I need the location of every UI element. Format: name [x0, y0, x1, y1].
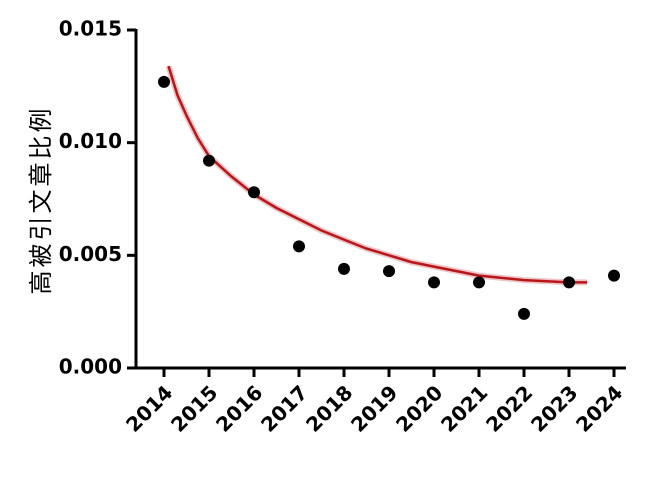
point [383, 265, 395, 278]
x-tick-label: 2022 [481, 380, 537, 436]
point [158, 75, 170, 88]
x-tick-label: 2021 [436, 380, 492, 436]
point [428, 276, 440, 289]
x-tick-label: 2014 [121, 380, 177, 436]
y-tick-label: 0.000 [59, 355, 122, 379]
point [293, 240, 305, 253]
x-tick-label: 2020 [391, 380, 447, 436]
x-tick-label: 2023 [526, 380, 582, 436]
point [608, 269, 620, 282]
x-tick-label: 2018 [301, 380, 357, 436]
x-tick-label: 2024 [571, 380, 627, 436]
x-tick-label: 2017 [256, 380, 312, 436]
y-tick-label: 0.005 [59, 242, 122, 266]
fit-halo [165, 65, 587, 286]
x-tick-label: 2019 [346, 380, 402, 436]
point [473, 276, 485, 289]
y-tick-label: 0.010 [59, 129, 122, 153]
point [563, 276, 575, 289]
fit-curve [167, 65, 587, 284]
y-tick-label: 0.015 [59, 17, 122, 41]
x-tick-label: 2016 [211, 380, 267, 436]
point [248, 186, 260, 199]
point [203, 154, 215, 167]
point [338, 262, 350, 275]
point [518, 307, 530, 320]
y-axis-title: 高被引文章比例 [27, 106, 55, 295]
x-tick-label: 2015 [166, 380, 222, 436]
